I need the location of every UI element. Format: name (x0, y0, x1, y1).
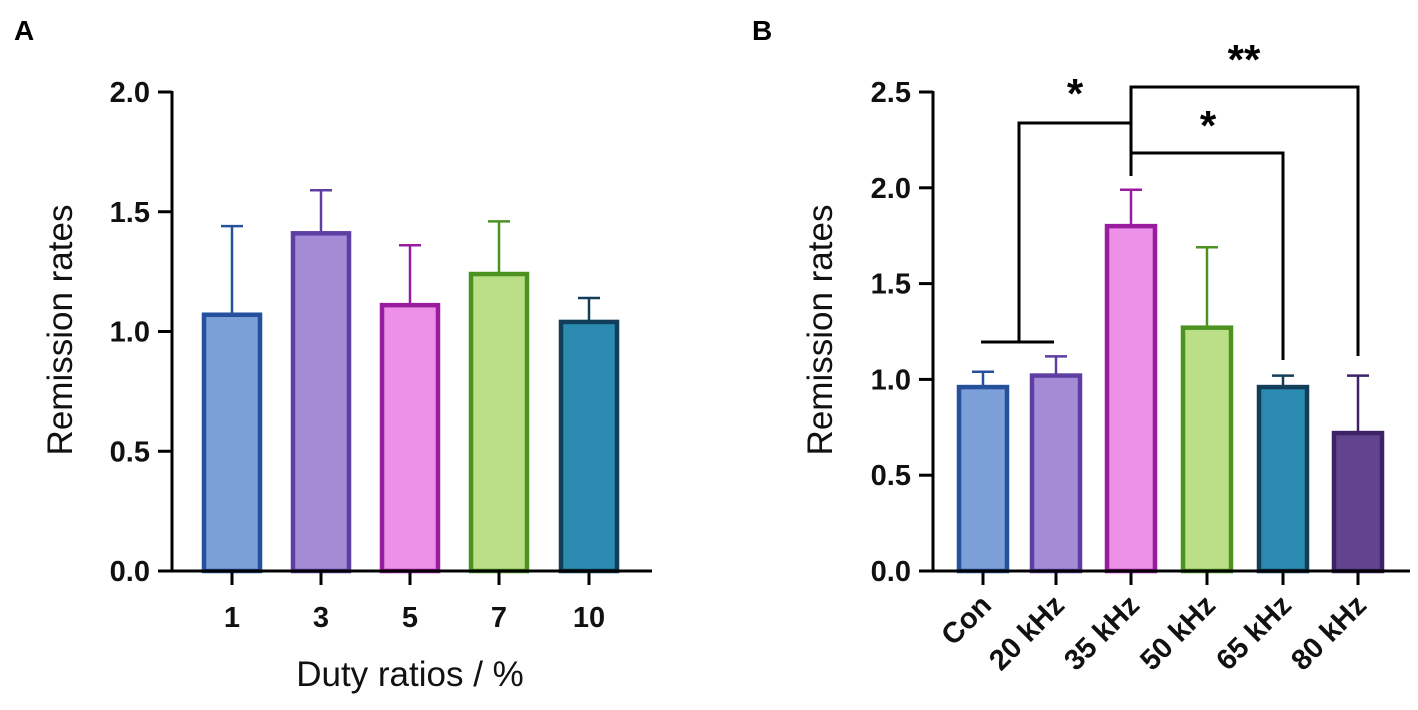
significance-label-con-20-vs-35: * (1067, 70, 1084, 117)
x-category-label: 7 (491, 602, 507, 634)
y-tick-label: 0.0 (871, 556, 911, 588)
y-tick-label: 0.0 (110, 556, 150, 588)
bar-1 (201, 312, 263, 574)
y-tick-label: 2.0 (110, 77, 150, 109)
y-tick-label: 2.0 (871, 173, 911, 205)
significance-bracket-35-vs-65 (1131, 151, 1285, 360)
panel-b-y-axis-title: Remission rates (801, 205, 840, 456)
significance-bracket-35-vs-80 (1129, 85, 1360, 356)
y-tick-label: 1.0 (871, 364, 911, 396)
significance-label-35-vs-80: ** (1228, 36, 1261, 83)
x-category-label: 1 (224, 602, 240, 634)
panel-a-x-axis-title: Duty ratios / % (296, 655, 524, 694)
panel-b-error-bars (972, 188, 1369, 434)
bar-65-khz (1256, 384, 1310, 574)
panel-b-significance-brackets: * * ** (981, 36, 1360, 360)
bar-50-khz (1180, 325, 1234, 574)
bar-7 (468, 271, 530, 574)
panel-a-x-axis-ticks: 1 3 5 7 10 (224, 571, 605, 634)
panel-a-bars (201, 231, 620, 574)
x-category-label: 80 kHz (1285, 589, 1373, 677)
bar-5 (379, 302, 441, 574)
panel-a: A 0.0 0.5 1.0 1.5 2.0 1 3 5 7 10 Duty ratios / %… (14, 15, 652, 694)
x-category-label: 5 (402, 602, 418, 634)
panel-a-error-bars (221, 188, 600, 322)
x-category-label: 35 kHz (1058, 589, 1146, 677)
panel-a-label: A (14, 15, 34, 46)
bar-35-khz (1104, 223, 1158, 574)
bar-10 (558, 319, 620, 574)
panel-a-y-axis-title: Remission rates (41, 205, 80, 456)
x-category-label: 10 (573, 602, 605, 634)
bar-80-khz (1331, 430, 1385, 574)
bar-3 (290, 231, 352, 574)
x-category-label: 50 kHz (1134, 589, 1222, 677)
panel-b-bars (956, 223, 1385, 574)
x-category-label: 20 kHz (983, 589, 1071, 677)
y-tick-label: 1.5 (871, 269, 911, 301)
y-tick-label: 1.5 (110, 197, 150, 229)
panel-b-y-axis-ticks: 0.0 0.5 1.0 1.5 2.0 2.5 (871, 77, 933, 588)
y-tick-label: 0.5 (871, 460, 911, 492)
significance-label-35-vs-65: * (1200, 102, 1217, 149)
panel-b-label: B (752, 15, 772, 46)
panel-a-y-axis-ticks: 0.0 0.5 1.0 1.5 2.0 (110, 77, 172, 588)
bar-20-khz (1029, 373, 1083, 574)
bar-con (956, 384, 1010, 574)
y-tick-label: 2.5 (871, 77, 911, 109)
y-tick-label: 0.5 (110, 436, 150, 468)
x-category-label: Con (935, 589, 997, 651)
x-category-label: 65 kHz (1210, 589, 1298, 677)
x-category-label: 3 (313, 602, 329, 634)
y-tick-label: 1.0 (110, 317, 150, 349)
